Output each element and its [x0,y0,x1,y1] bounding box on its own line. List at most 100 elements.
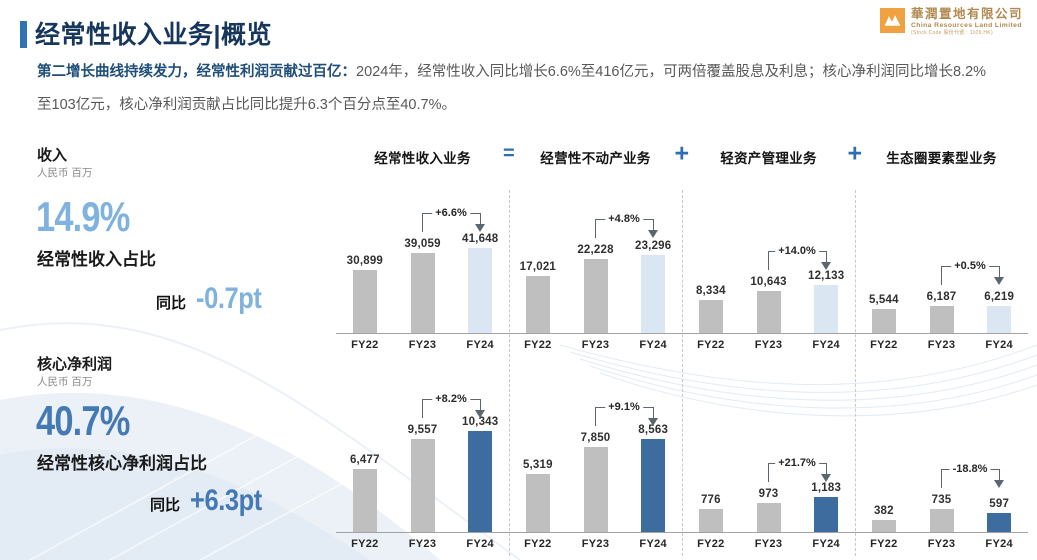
bar-value-label: 6,187 [926,291,957,303]
equation-term-recurring-income: 经常性收入业务 [374,151,471,166]
plot-area: 17,021 22,228 23,296 +4.8% [509,195,682,334]
down-arrow-icon [994,277,1004,285]
chart-group-revenue-4: 5,544 6,187 6,219 +0.5% FY22 FY23 FY24 [855,195,1028,351]
bar-column: 10,643 [740,195,798,333]
bar-fy22 [698,300,723,333]
bracket-right-tick [826,463,827,474]
fy-label: FY22 [697,538,725,550]
plot-area: 8,334 10,643 12,133 +14.0% [682,195,855,334]
bracket-right-tick [999,469,1000,480]
x-axis-labels: FY22 FY23 FY24 [855,334,1028,351]
plot-area: 382 735 597 -18.8% [855,385,1028,533]
bracket-right-tick [999,266,1000,277]
column-separator [855,190,856,556]
down-arrow-icon [648,230,658,238]
bar-fy22 [871,520,896,532]
bar-value-label: 8,563 [638,424,669,436]
bar-column: 776 [682,385,740,532]
plot-area: 30,899 39,059 41,648 +6.6% [336,195,509,334]
revenue-percent-stat: 14.9% [36,193,130,240]
growth-label: +0.5% [951,260,989,273]
chart-group-profit-3: 776 973 1,183 +21.7% FY22 FY23 FY24 [682,385,855,550]
growth-label: +14.0% [775,245,819,258]
profit-percent-stat: 40.7% [36,397,130,444]
bar-fy24 [987,513,1012,532]
growth-label: +8.2% [432,393,470,406]
revenue-chart-row: 30,899 39,059 41,648 +6.6% FY22 FY23 FY24 17,02… [336,195,1028,351]
revenue-unit: 人民币 百万 [37,167,93,179]
profit-caption: 经常性核心净利润占比 [37,454,207,473]
bar-value-label: 41,648 [461,233,499,245]
fy-label: FY22 [870,538,898,550]
page-title: 经常性收入业务|概览 [35,21,272,49]
bar-column: 12,133 [797,195,855,333]
bar-value-label: 22,228 [577,244,614,256]
logo-mark-icon [879,8,905,33]
bracket-left-tick [422,399,423,418]
plot-area: 5,544 6,187 6,219 +0.5% [855,195,1028,334]
growth-annotation: +21.7% [768,457,831,482]
bar-value-label: 597 [989,498,1010,510]
logo-company-name-cn: 華潤置地有限公司 [910,7,1023,21]
x-axis-labels: FY22 FY23 FY24 [855,533,1028,550]
bar-value-label: 735 [931,494,952,506]
bar-column: 6,477 [336,385,394,532]
bar-fy23 [583,447,608,532]
bar-column: 17,021 [509,195,567,333]
bar-fy22 [698,509,723,532]
bar-column: 10,343 [451,385,509,532]
bar-fy24 [987,306,1012,333]
profit-yoy-value: +6.3pt [190,484,262,517]
down-arrow-icon [475,410,485,418]
logo-stock-code: (Stock Code 股份代號 : 1109.HK) [910,30,993,36]
intro-paragraph: 第二增长曲线持续发力，经常性利润贡献过百亿：2024年，经常性收入同比增长6.6… [37,56,989,122]
equation-term-operating-property: = 经营性不动产业务 [503,142,651,166]
bar-fy24 [814,285,839,333]
plus-icon: + [674,139,690,168]
fy-label: FY24 [466,339,494,351]
x-axis-labels: FY22 FY23 FY24 [682,533,855,550]
company-logo: 華潤置地有限公司 China Resources Land Limited (S… [879,7,1023,37]
fy-label: FY22 [697,339,725,351]
profit-yoy-label: 同比 [150,497,181,514]
bracket-left-tick [941,266,942,285]
growth-label: -18.8% [949,463,991,476]
bar-column: 6,187 [913,195,971,333]
fy-label: FY23 [408,339,437,351]
bar-value-label: 973 [758,488,779,500]
bracket-right-tick [480,399,481,410]
bar-column: 41,648 [451,195,509,333]
x-axis-labels: FY22 FY23 FY24 [336,334,509,351]
x-axis-labels: FY22 FY23 FY24 [509,334,682,351]
bar-column: 39,059 [394,195,452,333]
bar-fy23 [583,259,608,333]
equation-term-asset-light: + 轻资产管理业务 [674,139,817,168]
plot-area: 5,319 7,850 8,563 +9.1% [509,385,682,533]
bracket-right-tick [653,407,654,418]
logo-company-name-en: China Resources Land Limited [910,22,1022,29]
revenue-yoy-value: -0.7pt [196,282,262,315]
fy-label: FY23 [927,538,956,550]
plot-area: 6,477 9,557 10,343 +8.2% [336,385,509,533]
bar-value-label: 39,059 [404,238,441,250]
plot-area: 776 973 1,183 +21.7% [682,385,855,533]
down-arrow-icon [821,474,831,482]
bar-fy24 [468,431,493,532]
bar-value-label: 5,544 [868,294,899,306]
chart-group-profit-2: 5,319 7,850 8,563 +9.1% FY22 FY23 FY24 [509,385,682,550]
fy-label: FY24 [639,339,667,351]
bar-column: 8,334 [682,195,740,333]
bar-fy24 [641,439,666,532]
bracket-right-tick [480,213,481,224]
bar-value-label: 1,183 [811,482,842,494]
bar-fy23 [410,439,435,532]
column-separator [682,190,683,556]
bar-column: 9,557 [394,385,452,532]
down-arrow-icon [821,262,831,270]
fy-label: FY24 [985,538,1013,550]
fy-label: FY22 [351,538,379,550]
bar-fy23 [929,509,954,532]
growth-annotation: +8.2% [422,393,485,418]
